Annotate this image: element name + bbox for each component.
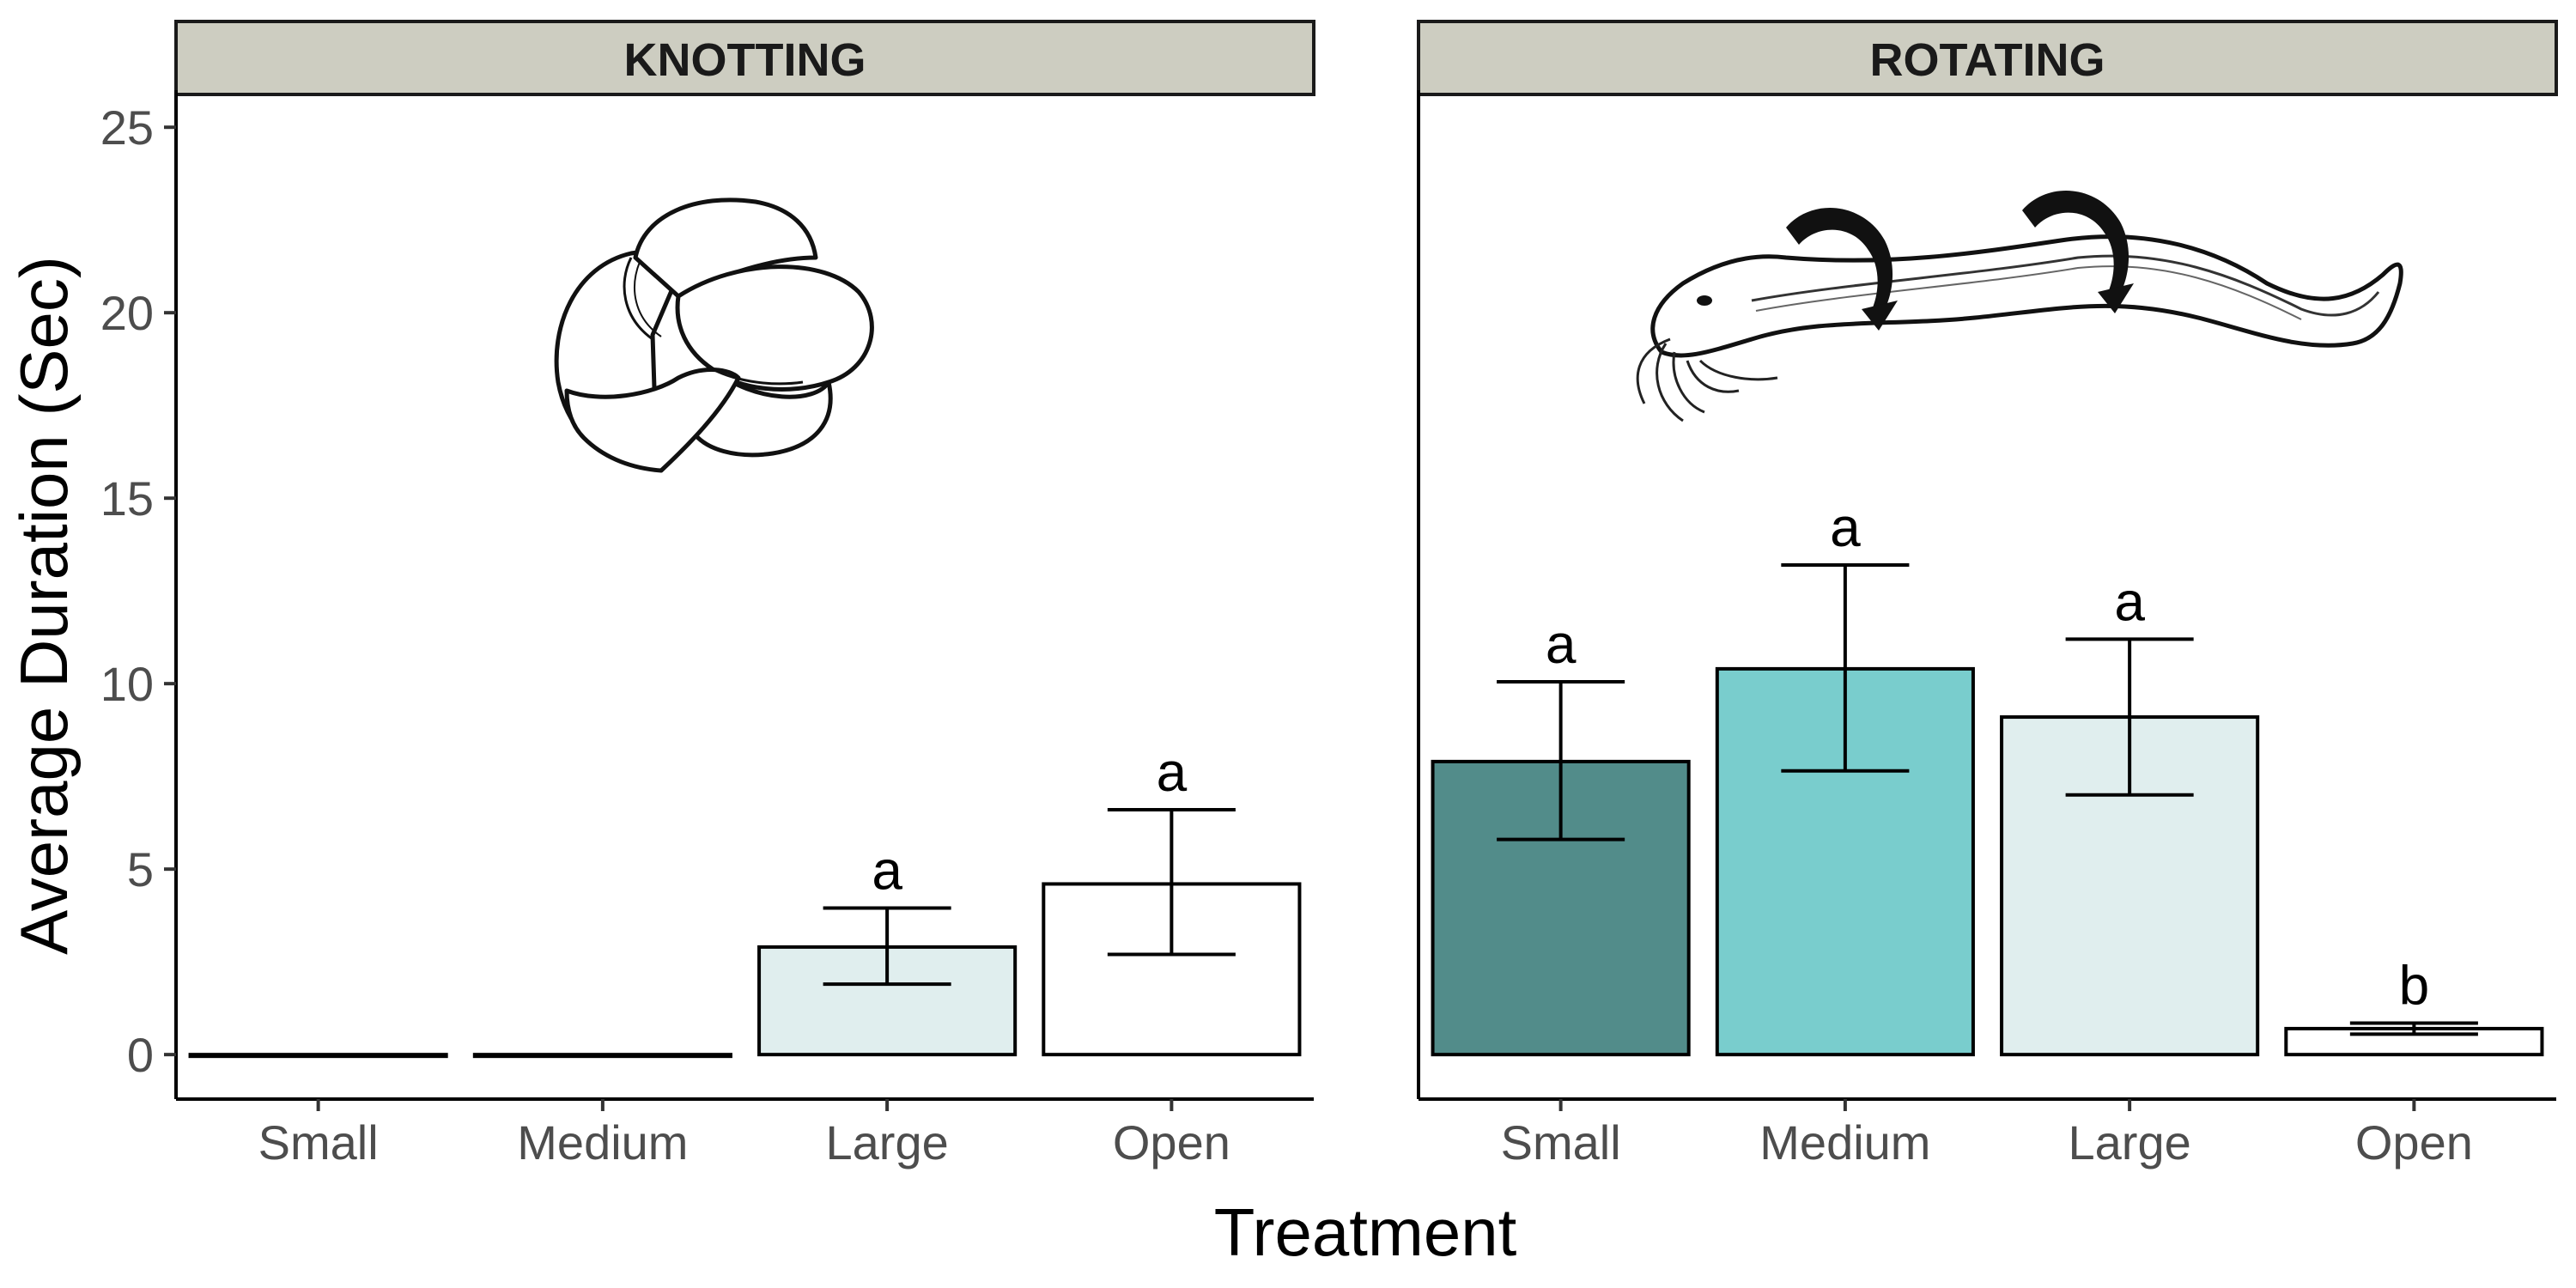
facet-strip [174,20,1315,96]
y-tick-label: 10 [100,657,154,711]
error-bar [1497,680,1625,841]
error-bar [1107,808,1236,957]
significance-label: a [1546,613,1577,675]
y-tick-label: 5 [127,842,154,896]
x-tick-label: Open [2355,1115,2473,1170]
error-bar [823,906,951,987]
bar-small [1431,759,1691,1057]
x-tick-label: Medium [517,1115,688,1170]
facet-strip-label: KNOTTING [624,34,866,86]
y-tick-label: 20 [100,286,154,340]
y-tick-label: 25 [100,100,154,155]
bar-medium [472,1053,732,1059]
error-bar [2349,1021,2478,1036]
error-bar [1781,562,1910,773]
panel-knotting: KNOTTING 0 5 10 15 20 25 Small Medium a Large a Open [100,20,1315,1170]
x-tick-label: Open [1113,1115,1230,1170]
x-tick-label: Small [1501,1115,1621,1170]
facet-strip-label: ROTATING [1870,34,2105,86]
x-tick-label: Medium [1759,1115,1930,1170]
significance-label: a [2114,570,2145,632]
significance-label: a [1830,496,1861,558]
x-axis-title: Treatment [1214,1194,1517,1270]
significance-label: b [2399,954,2430,1016]
significance-label: a [872,840,902,902]
knotting-eel-illustration [554,197,874,473]
x-tick-label: Small [258,1115,379,1170]
facet-strip [1417,20,2558,96]
x-tick-label: Large [826,1115,949,1170]
rotating-eel-illustration [1636,191,2403,422]
error-bar [2065,637,2194,797]
y-tick-label: 0 [127,1028,154,1082]
y-axis-title: Average Duration (Sec) [6,256,82,955]
panel-rotating: ROTATING a Small a Medium a Large b Open [1417,20,2558,1170]
x-tick-label: Large [2069,1115,2191,1170]
bar-small [188,1053,448,1059]
y-tick-label: 15 [100,471,154,526]
significance-label: a [1157,741,1188,803]
